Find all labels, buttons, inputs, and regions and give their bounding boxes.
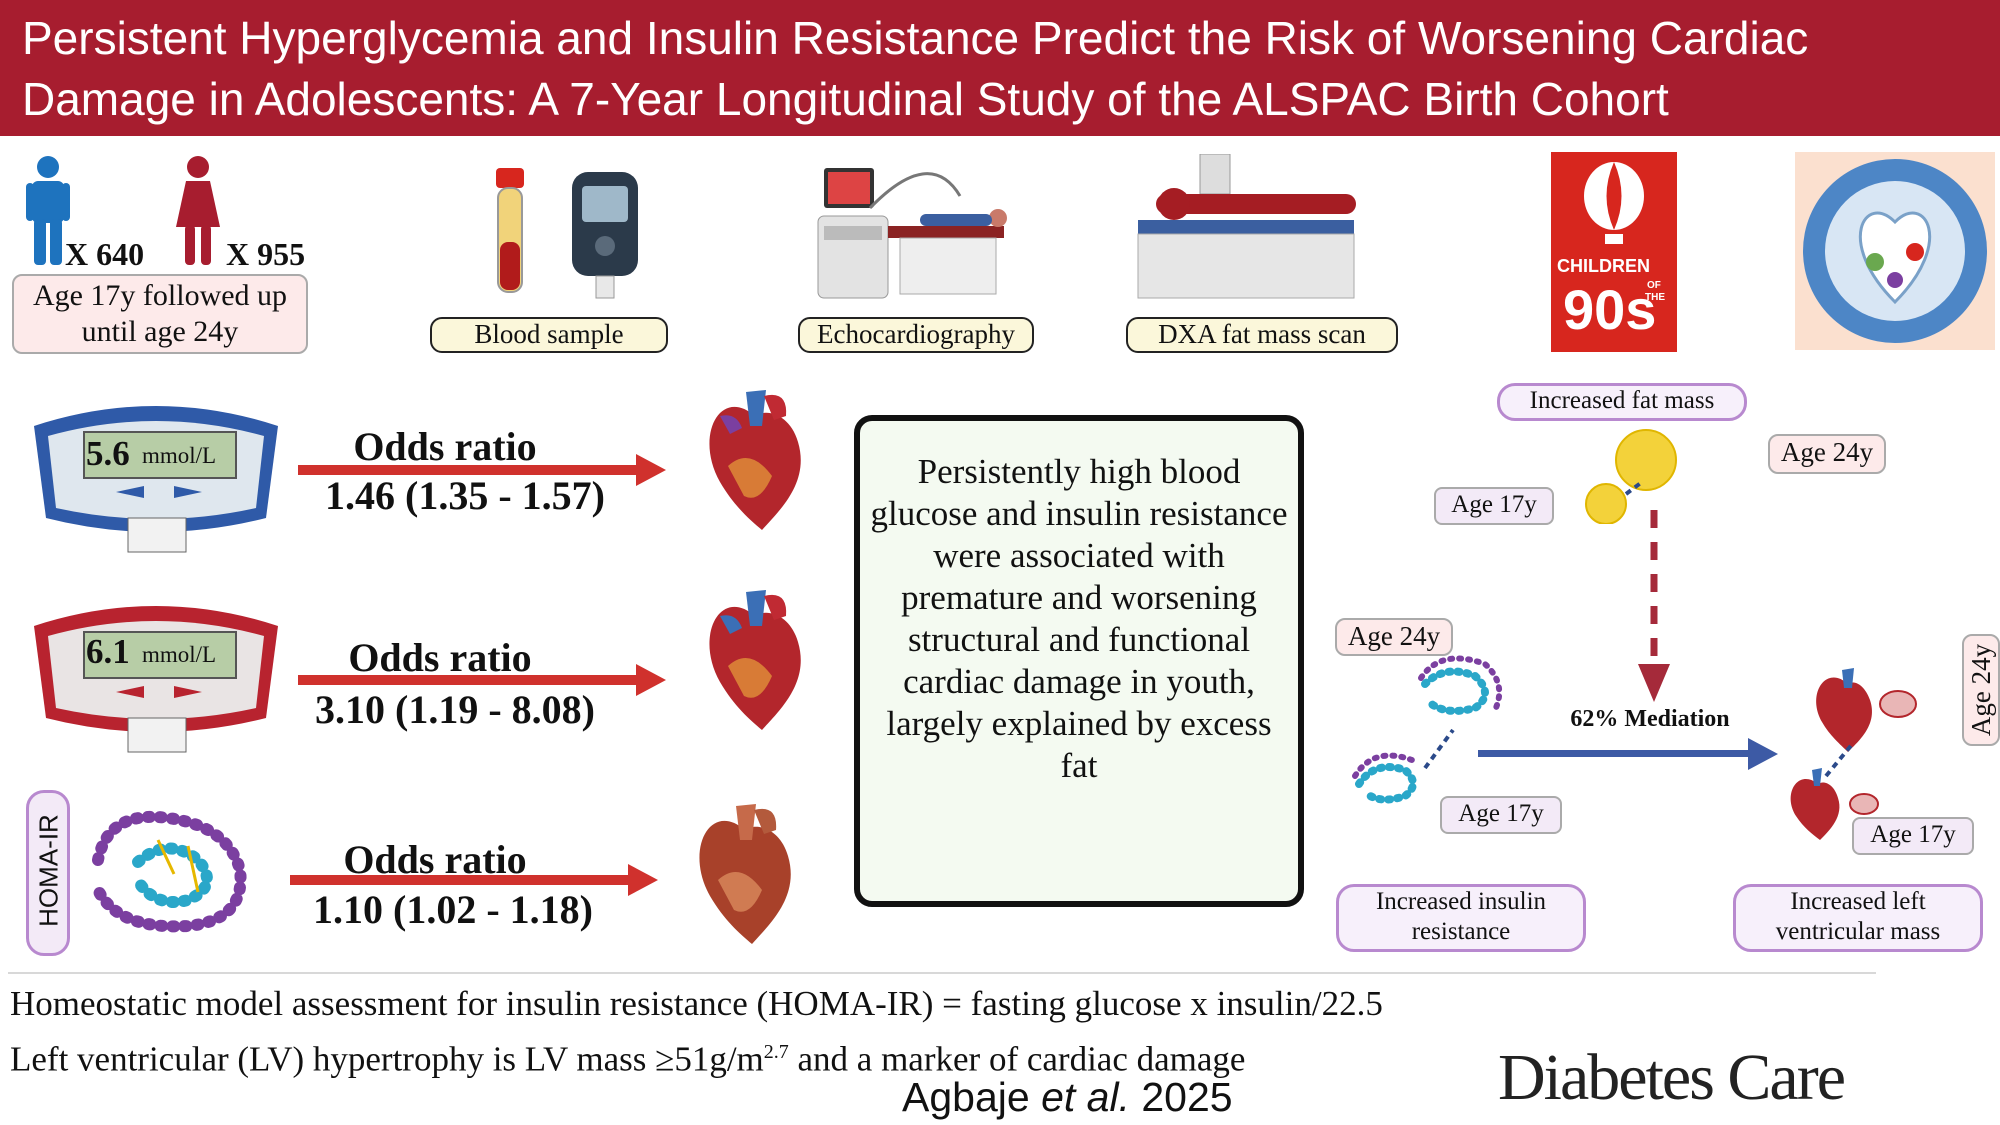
insulin-age-24-label: Age 24y [1335,618,1453,656]
fat-mass-label: Increased fat mass [1497,383,1747,421]
heart-circle-logo-icon [1803,159,1987,343]
lv-age-24-box: Age 24y [1962,634,2000,746]
lv-definition-tail: and a marker of cardiac damage [788,1039,1246,1079]
summary-box: Persistently high blood glucose and insu… [854,415,1304,907]
fat-age-24-label: Age 24y [1768,434,1886,474]
lv-definition: Left ventricular (LV) hypertrophy is LV … [10,1030,1510,1082]
glucometer-icon [572,172,638,299]
odds-ratio-value-2: 3.10 (1.19 - 8.08) [315,687,595,732]
homa-ir-box: HOMA-IR [26,790,70,956]
balloon-icon [1584,162,1644,244]
arrow-3 [290,864,658,896]
journal-logo: Diabetes Care [1498,1041,1846,1114]
children-of-90s-logo: CHILDREN 90s OF THE [1551,152,1677,352]
citation-year: 2025 [1141,1074,1233,1120]
dxa-scanner-icon [1137,154,1356,299]
mediation-dashed-arrow [1638,510,1670,702]
logo-children-text: CHILDREN [1557,256,1650,276]
insulin-molecule-icon [92,811,247,933]
footer-divider [8,972,1876,974]
insulin-molecules-pair-icon [1352,655,1503,804]
fat-age-17-label: Age 17y [1434,487,1554,525]
glucometer-display-1 [34,406,278,553]
blood-tube-icon [496,168,524,293]
logo-90s-text: 90s [1563,278,1657,341]
echocardiography-icon [817,168,1007,299]
citation-etal: et al. [1041,1074,1130,1120]
logo-the-text: THE [1645,292,1665,303]
odds-ratio-label-2: Odds ratio [348,635,532,680]
homa-ir-label: HOMA-IR [33,814,64,927]
title-banner [0,0,2000,136]
heart-icon-1 [709,390,801,530]
odds-ratio-value-1: 1.46 (1.35 - 1.57) [325,473,605,518]
fat-cells-icon [1585,429,1677,524]
mediation-percent-label: 62% Mediation [1570,706,1730,732]
glucose-value-2: 6.1 [86,632,130,671]
logo-of-text: OF [1647,280,1661,291]
follow-up-label: Age 17y followed up until age 24y [12,274,308,354]
lv-hearts-icon [1790,668,1917,840]
blood-sample-label: Blood sample [430,317,668,353]
girls-count: X 955 [226,236,306,272]
girl-icon [176,156,220,265]
heart-icon-2 [709,590,801,730]
lv-age-17-label: Age 17y [1852,817,1974,855]
lv-definition-main: Left ventricular (LV) hypertrophy is LV … [10,1039,764,1079]
summary-text: Persistently high blood glucose and insu… [870,452,1288,785]
boy-icon [26,156,70,265]
glucometer-display-2 [34,606,278,753]
glucose-unit-2: mmol/L [142,642,217,667]
echocardiography-label: Echocardiography [798,317,1034,353]
dxa-label: DXA fat mass scan [1126,317,1398,353]
homa-definition: Homeostatic model assessment for insulin… [10,984,1383,1023]
lv-mass-label: Increased left ventricular mass [1733,884,1983,952]
lv-age-24-label: Age 24y [1966,643,1996,737]
arrow-2 [298,664,666,696]
insulin-resistance-label: Increased insulin resistance [1336,884,1586,952]
odds-ratio-value-3: 1.10 (1.02 - 1.18) [313,887,593,932]
mediation-arrow [1478,738,1778,770]
citation-author: Agbaje [902,1074,1030,1120]
odds-ratio-label-1: Odds ratio [353,424,537,469]
odds-ratio-label-3: Odds ratio [343,837,527,882]
glucose-unit-1: mmol/L [142,443,217,468]
insulin-age-17-label: Age 17y [1440,796,1562,834]
lv-definition-exponent: 2.7 [763,1041,789,1063]
glucose-value-1: 5.6 [86,434,130,473]
page-title: Persistent Hyperglycemia and Insulin Res… [22,12,1809,125]
arrow-1 [298,454,666,486]
citation: Agbaje et al. 2025 [902,1072,1233,1122]
heart-icon-3 [699,804,791,944]
research-group-logo [1795,152,1995,350]
boys-count: X 640 [65,236,145,272]
